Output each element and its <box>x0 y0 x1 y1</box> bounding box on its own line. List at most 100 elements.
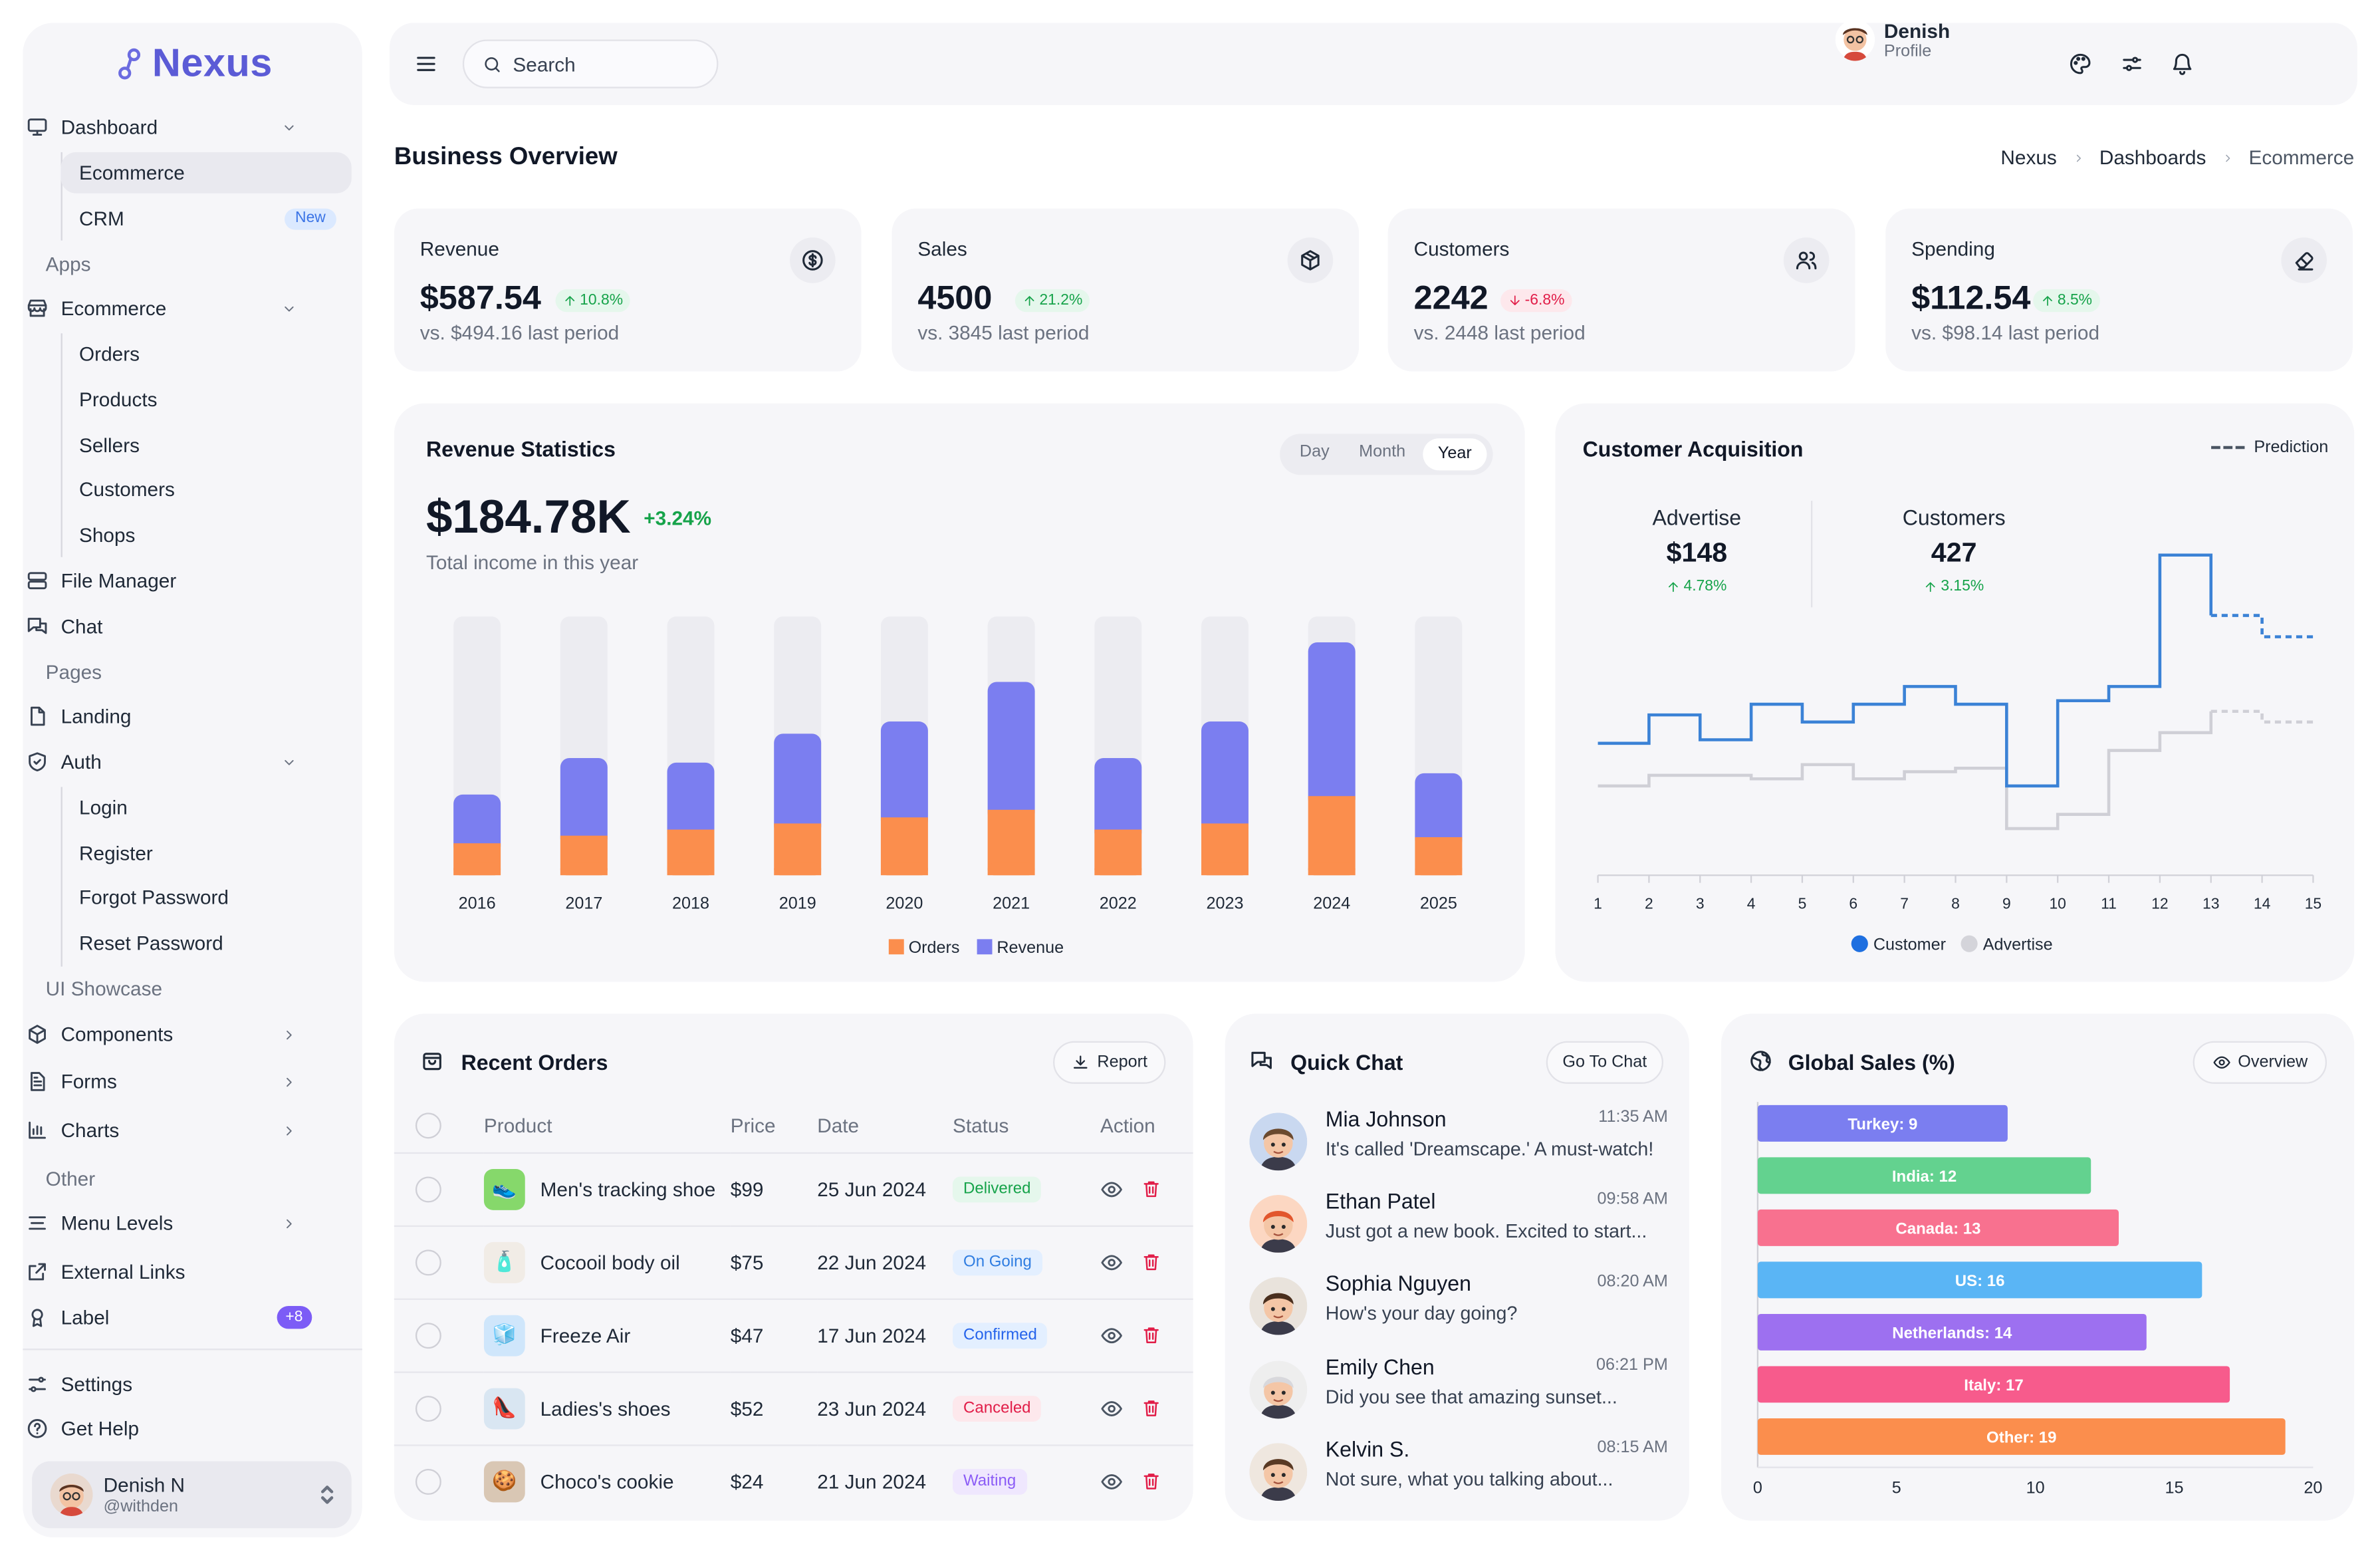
sidebar-user-card[interactable]: Denish N @withden <box>32 1461 352 1529</box>
eye-icon[interactable] <box>1100 1396 1123 1419</box>
table-row[interactable]: 🍪 Choco's cookie $24 21 Jun 2024 Waiting <box>394 1444 1193 1517</box>
trash-icon[interactable] <box>1141 1397 1161 1418</box>
chat-item[interactable]: Kelvin S. 08:15 AM Not sure, what you talk… <box>1249 1437 1668 1513</box>
product-name[interactable]: Freeze Air <box>540 1323 631 1347</box>
product-name[interactable]: Cocooil body oil <box>540 1250 680 1273</box>
breadcrumb-item[interactable]: Nexus <box>2000 146 2057 170</box>
nav-chat[interactable]: Chat <box>25 606 340 647</box>
tab-day[interactable]: Day <box>1299 443 1330 461</box>
palette-icon[interactable] <box>2068 52 2093 76</box>
bar-revenue[interactable] <box>1308 642 1356 809</box>
orders-table: Product Price Date Status Action 👟 Men's … <box>394 1101 1193 1517</box>
chat-item[interactable]: Ethan Patel 09:58 AM Just got a new book. … <box>1249 1189 1668 1265</box>
eye-icon[interactable] <box>1100 1250 1123 1273</box>
trash-icon[interactable] <box>1141 1471 1161 1492</box>
row-checkbox[interactable] <box>415 1249 441 1275</box>
nav-file-manager-label: File Manager <box>60 569 177 592</box>
product-name[interactable]: Choco's cookie <box>540 1470 674 1493</box>
bar-revenue[interactable] <box>987 682 1035 823</box>
nav-sellers[interactable]: Sellers <box>61 425 352 466</box>
bar-netherlands[interactable] <box>1757 1313 2147 1351</box>
bar-revenue[interactable] <box>560 757 608 848</box>
product-name[interactable]: Men's tracking shoe <box>540 1177 716 1200</box>
row-checkbox[interactable] <box>415 1322 441 1348</box>
row-checkbox[interactable] <box>415 1394 441 1421</box>
nav-products[interactable]: Products <box>61 379 352 420</box>
nav-login[interactable]: Login <box>61 787 352 828</box>
nav-shops[interactable]: Shops <box>61 515 352 556</box>
row-checkbox[interactable] <box>415 1176 441 1202</box>
nav-components[interactable]: Components <box>25 1014 340 1055</box>
go-to-chat-button[interactable]: Go To Chat <box>1546 1041 1663 1084</box>
bar-revenue[interactable] <box>774 733 822 836</box>
shield-icon <box>26 751 49 773</box>
bar-revenue[interactable] <box>1415 773 1463 850</box>
nav-label[interactable]: Label +8 <box>25 1297 340 1338</box>
nav-file-manager[interactable]: File Manager <box>25 560 340 601</box>
nav-customers[interactable]: Customers <box>61 469 352 510</box>
eye-icon[interactable] <box>1100 1178 1123 1200</box>
product-name[interactable]: Ladies's shoes <box>540 1396 671 1420</box>
bar-canada[interactable] <box>1757 1209 2119 1246</box>
column-header[interactable]: Date <box>817 1101 953 1153</box>
bar-revenue[interactable] <box>1201 721 1249 836</box>
nav-auth[interactable]: Auth <box>25 741 340 783</box>
nav-forgot-password[interactable]: Forgot Password <box>61 877 352 918</box>
table-row[interactable]: 👟 Men's tracking shoe $99 25 Jun 2024 Delive… <box>394 1152 1193 1226</box>
bar-revenue[interactable] <box>667 762 715 842</box>
nav-forms[interactable]: Forms <box>25 1061 340 1102</box>
chat-item[interactable]: Mia Johnson 11:35 AM It's called 'Dreamsca… <box>1249 1106 1668 1182</box>
select-all-checkbox[interactable] <box>415 1112 441 1139</box>
report-button[interactable]: Report <box>1053 1041 1166 1084</box>
nav-ecommerce-dashboard[interactable]: Ecommerce <box>60 152 352 194</box>
nav-dashboard[interactable]: Dashboard <box>25 106 340 148</box>
eye-icon[interactable] <box>1100 1323 1123 1346</box>
chat-item[interactable]: Sophia Nguyen 08:20 AM How's your day goin… <box>1249 1271 1668 1347</box>
bar-us[interactable] <box>1757 1261 2202 1299</box>
nav-reset-password[interactable]: Reset Password <box>61 922 352 964</box>
nav-get-help[interactable]: Get Help <box>25 1408 340 1449</box>
bell-icon[interactable] <box>2170 52 2195 76</box>
search-input[interactable]: Search <box>462 39 719 88</box>
avatar <box>1249 1277 1308 1335</box>
bar-revenue[interactable] <box>453 794 501 856</box>
brand-logo[interactable]: Nexus <box>116 40 273 87</box>
nav-settings[interactable]: Settings <box>25 1364 340 1405</box>
nav-landing[interactable]: Landing <box>25 696 340 737</box>
sidebar-divider <box>23 1349 362 1351</box>
table-row[interactable]: 🧴 Cocooil body oil $75 22 Jun 2024 On Going <box>394 1225 1193 1299</box>
nav-ecommerce[interactable]: Ecommerce <box>25 288 340 329</box>
trash-icon[interactable] <box>1141 1178 1161 1200</box>
bar-orders[interactable] <box>1308 796 1356 876</box>
nav-charts[interactable]: Charts <box>25 1110 340 1151</box>
trash-icon[interactable] <box>1141 1325 1161 1346</box>
breadcrumb-item[interactable]: Dashboards <box>2099 146 2206 170</box>
bar-india[interactable] <box>1757 1157 2091 1194</box>
overview-button[interactable]: Overview <box>2193 1041 2327 1084</box>
tab-year[interactable]: Year <box>1423 438 1487 471</box>
toggle-settings-icon[interactable] <box>2120 52 2145 76</box>
column-header[interactable]: Product <box>483 1101 731 1153</box>
row-checkbox[interactable] <box>415 1468 441 1495</box>
nav-menu-levels[interactable]: Menu Levels <box>25 1202 340 1243</box>
bar-turkey[interactable] <box>1757 1104 2008 1142</box>
bar-italy[interactable] <box>1757 1366 2230 1403</box>
nav-orders[interactable]: Orders <box>61 333 352 374</box>
column-header[interactable]: Status <box>952 1101 1101 1153</box>
hamburger-icon[interactable] <box>414 52 439 76</box>
column-header[interactable]: Price <box>730 1101 818 1153</box>
external-link-icon <box>26 1260 49 1283</box>
nav-external-links[interactable]: External Links <box>25 1251 340 1293</box>
nav-crm[interactable]: CRM New <box>61 198 352 239</box>
bar-revenue[interactable] <box>880 721 928 830</box>
chat-item[interactable]: Emily Chen 06:21 PM Did you see that amazi… <box>1249 1355 1668 1430</box>
nav-register[interactable]: Register <box>61 833 352 874</box>
trash-icon[interactable] <box>1141 1251 1161 1273</box>
tab-month[interactable]: Month <box>1359 443 1406 461</box>
table-row[interactable]: 👠 Ladies's shoes $52 23 Jun 2024 Canceled <box>394 1371 1193 1446</box>
bar-data-label: Turkey: 9 <box>1847 1116 1917 1134</box>
table-row[interactable]: 🧊 Freeze Air $47 17 Jun 2024 Confirmed <box>394 1298 1193 1372</box>
bar-other[interactable] <box>1757 1418 2286 1455</box>
eye-icon[interactable] <box>1100 1470 1123 1493</box>
bar-revenue[interactable] <box>1094 757 1142 842</box>
